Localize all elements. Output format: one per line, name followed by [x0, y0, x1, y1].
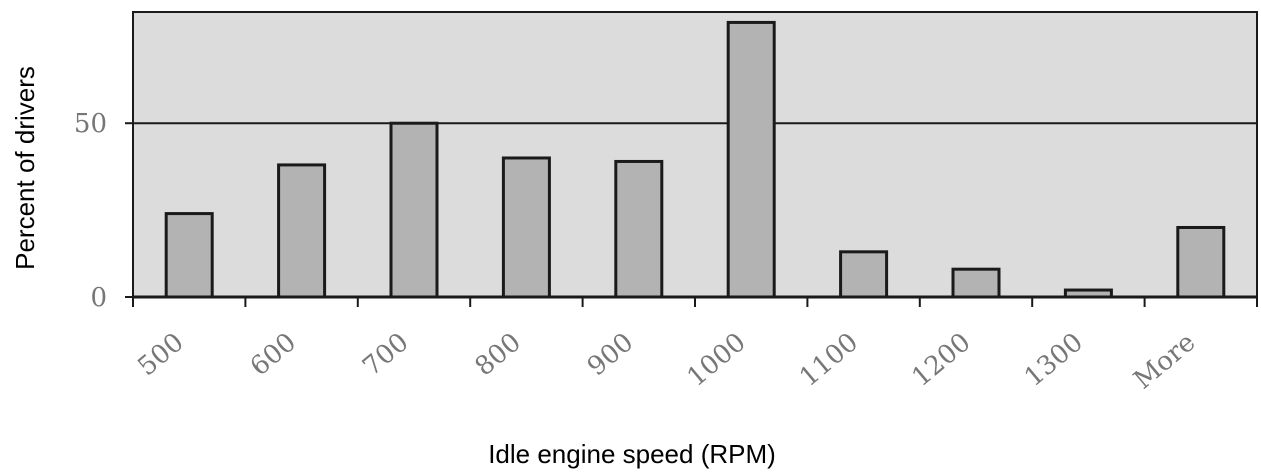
- x-tick-label-1100: 1100: [794, 327, 864, 393]
- x-tick-labels: 500 600 700 800 900 1000 1100 1200 1300 More: [132, 327, 1201, 395]
- bar-1200: [951, 267, 1001, 299]
- x-axis-title: Idle engine speed (RPM): [488, 439, 776, 469]
- bar-700: [389, 121, 439, 299]
- y-axis-title: Percent of drivers: [10, 66, 40, 270]
- x-tick-label-1000: 1000: [682, 327, 752, 393]
- x-tick-label-700: 700: [357, 327, 414, 382]
- x-tick-label-500: 500: [132, 327, 189, 382]
- x-tick-label-900: 900: [582, 327, 639, 382]
- axes: [125, 12, 1258, 307]
- bar-500: [164, 212, 214, 299]
- bar-900: [614, 159, 664, 299]
- bar-800: [501, 156, 551, 299]
- bar-600: [277, 163, 327, 299]
- bar-More: [1176, 225, 1226, 299]
- x-tick-label-1300: 1300: [1019, 327, 1089, 393]
- bar-1000: [726, 20, 776, 299]
- x-tick-label-600: 600: [245, 327, 302, 382]
- bar-1100: [839, 250, 889, 299]
- y-tick-labels: 0 50: [74, 109, 107, 313]
- x-tick-label-More: More: [1128, 327, 1201, 395]
- y-tick-label-0: 0: [90, 283, 107, 313]
- y-tick-label-50: 50: [74, 109, 107, 139]
- x-tick-label-1200: 1200: [907, 327, 977, 393]
- bars: [164, 20, 1226, 299]
- x-tick-label-800: 800: [470, 327, 527, 382]
